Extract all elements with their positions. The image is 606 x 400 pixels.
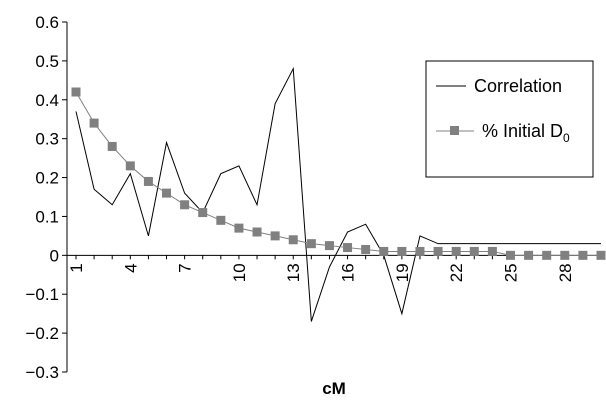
plot-series [71, 66, 606, 322]
data-point-marker [162, 188, 172, 198]
data-point-marker [361, 245, 371, 254]
y-tick-label: 0.5 [35, 52, 59, 71]
x-tick-label: 4 [121, 263, 140, 272]
data-point-marker [524, 250, 534, 260]
y-tick-label: −0.3 [25, 363, 59, 382]
data-point-marker [288, 235, 298, 245]
data-point-marker [143, 176, 153, 186]
x-tick-label: 25 [501, 263, 520, 282]
y-tick-label: 0 [50, 246, 59, 265]
data-point-marker [578, 250, 588, 260]
data-point-marker [469, 246, 479, 256]
data-point-marker [198, 208, 208, 218]
data-point-marker [216, 215, 226, 225]
x-tick-label: 10 [230, 263, 249, 282]
x-tick-label: 19 [393, 263, 412, 282]
data-point-marker [451, 246, 461, 256]
x-axis: 1 4 7 10 13 16 19 22 25 28 [67, 254, 603, 282]
y-tick-label: 0.2 [35, 169, 59, 188]
x-tick-label: 13 [284, 263, 303, 282]
data-point-marker [505, 250, 515, 260]
legend-label-correlation: Correlation [474, 76, 562, 96]
data-point-marker [270, 231, 280, 241]
data-point-marker [542, 250, 552, 260]
data-point-marker [397, 246, 407, 256]
legend: Correlation % Initial D0 [425, 60, 594, 178]
data-point-marker [560, 250, 570, 260]
data-point-marker [180, 200, 190, 210]
data-point-marker [71, 87, 81, 97]
data-point-marker [89, 118, 99, 128]
data-point-marker [107, 141, 117, 151]
data-point-marker [306, 239, 316, 249]
y-axis: 0.6 0.5 0.4 0.3 0.2 0.1 0 −0.1 −0.2 −0.3 [25, 13, 68, 382]
data-point-marker [487, 246, 497, 256]
x-tick-label: 22 [447, 263, 466, 282]
legend-marker-initial-d0 [450, 126, 459, 135]
legend-label-initial-d0-subscript: 0 [563, 131, 570, 145]
y-tick-label: 0.3 [35, 130, 59, 149]
data-point-marker [343, 243, 353, 253]
x-tick-label: 16 [339, 263, 358, 282]
x-tick-label: 1 [67, 263, 86, 272]
y-tick-label: 0.4 [35, 91, 59, 110]
y-tick-label: −0.1 [25, 285, 59, 304]
data-point-marker [125, 161, 135, 171]
data-point-marker [379, 246, 389, 256]
legend-label-initial-d0: % Initial D0 [482, 121, 570, 145]
data-point-marker [252, 227, 262, 237]
y-tick-label: 0.1 [35, 207, 59, 226]
y-tick-label: 0.6 [35, 13, 59, 32]
y-tick-label: −0.2 [25, 324, 59, 343]
x-axis-title: cM [322, 379, 346, 398]
data-point-marker [234, 223, 244, 233]
data-point-marker [324, 241, 334, 251]
data-point-marker [415, 246, 425, 256]
legend-box [425, 60, 594, 178]
legend-label-initial-d0-text: % Initial D [482, 121, 563, 141]
data-point-marker [433, 246, 443, 256]
data-point-marker [596, 250, 606, 260]
x-tick-label: 7 [176, 263, 195, 272]
series-line-0 [75, 66, 601, 322]
x-tick-label: 28 [556, 263, 575, 282]
